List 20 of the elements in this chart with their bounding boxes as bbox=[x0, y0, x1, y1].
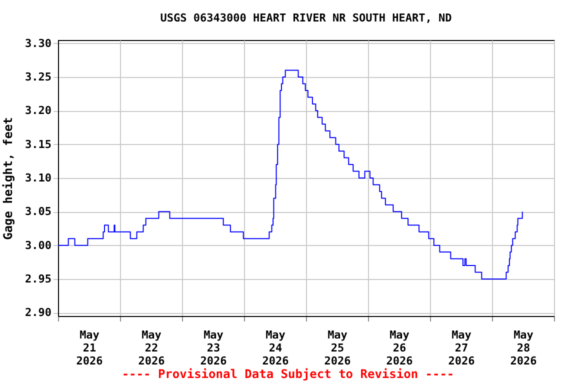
x-tick-label: May 22 2026 bbox=[138, 328, 166, 368]
y-tick-label: 3.15 bbox=[25, 138, 52, 151]
y-tick-label: 3.20 bbox=[25, 104, 52, 118]
y-tick-label: 2.90 bbox=[25, 306, 52, 320]
x-tick-label: May 21 2026 bbox=[76, 328, 104, 368]
y-tick-label: 3.25 bbox=[25, 70, 52, 84]
y-tick-label: 3.30 bbox=[25, 36, 52, 50]
y-tick-label: 3.05 bbox=[25, 205, 52, 218]
y-tick-label: 3.10 bbox=[25, 172, 52, 184]
x-tick-label: May 28 2026 bbox=[510, 328, 538, 368]
y-tick-label: 3.00 bbox=[25, 238, 52, 252]
x-tick-label: May 27 2026 bbox=[448, 328, 476, 368]
text: ---- Provisional Data Subject to Revision ---- bbox=[120, 367, 456, 381]
x-tick-label: May 25 2026 bbox=[324, 328, 352, 368]
y-axis-title: Gage height, feet bbox=[1, 117, 16, 240]
x-tick-label: May 24 2026 bbox=[262, 328, 290, 368]
x-tick-label: May 26 2026 bbox=[386, 328, 414, 368]
x-tick-label: May 23 2026 bbox=[200, 328, 228, 368]
chart-title: USGS 06343000 HEART RIVER NR SOUTH HEART, ND bbox=[160, 11, 452, 24]
y-tick-label: 2.95 bbox=[25, 272, 52, 286]
